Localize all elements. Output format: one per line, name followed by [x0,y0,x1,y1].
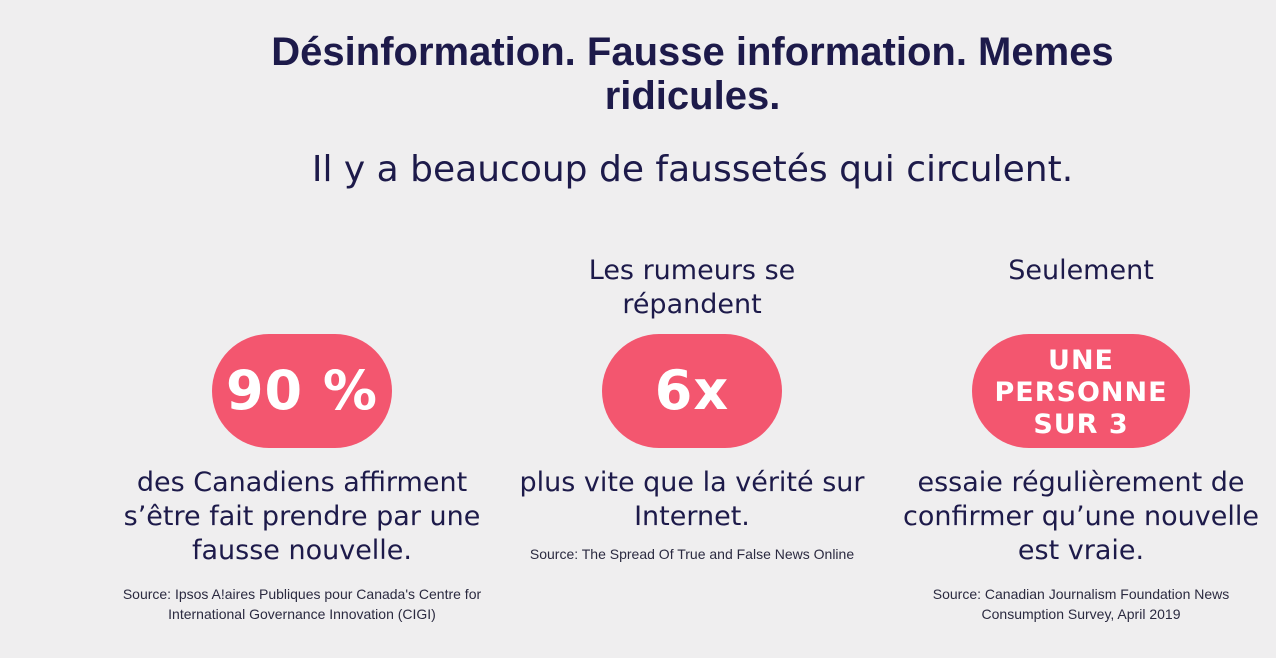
stat-intro [122,252,482,326]
stat-intro: Les rumeurs se répandent [588,255,796,320]
stat-badge-line: PERSONNE [994,377,1168,408]
stat-description: plus vite que la vérité sur Internet. [519,467,865,532]
stat-source: Source: Canadian Journalism Foundation N… [932,586,1230,622]
stat-source: Source: Ipsos A!aires Publiques pour Can… [122,586,482,622]
stat-source: Source: The Spread Of True and False New… [529,546,855,562]
stat-badge-line: UNE [1048,345,1114,376]
stat-card-canadians-fooled: 90 % des Canadiens affirment s’être fait… [122,252,482,624]
stat-badge: 6x [602,334,782,448]
page-subtitle: Il y a beaucoup de faussetés qui circule… [311,149,1074,190]
stat-badge-line: SUR 3 [1033,409,1129,440]
stat-description: des Canadiens affirment s’être fait pren… [123,467,481,566]
stat-card-rumor-speed: Les rumeurs se répandent 6x plus vite qu… [512,252,872,564]
stat-description: essaie régulièrement de confirmer qu’une… [903,467,1259,566]
stat-card-verification: Seulement UNE PERSONNE SUR 3 essaie régu… [901,252,1261,624]
page-title: Désinformation. Fausse information. Meme… [271,30,1114,118]
stat-badge: 90 % [212,334,392,448]
stat-intro: Seulement [1008,255,1154,286]
stat-badge: UNE PERSONNE SUR 3 [972,334,1190,448]
